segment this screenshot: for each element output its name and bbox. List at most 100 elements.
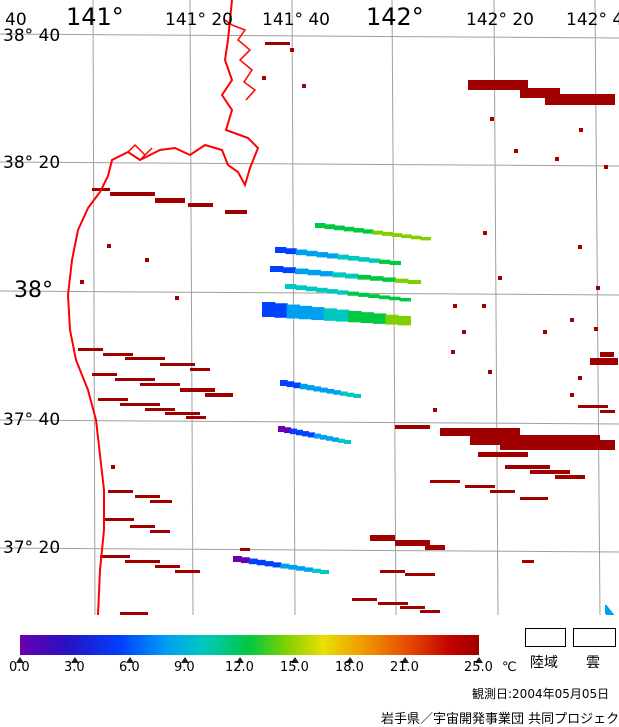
land-pixel-dot: [462, 330, 466, 334]
sst-streak-segment: [314, 433, 321, 439]
land-pixel-block: [165, 412, 200, 415]
sst-streak-segment: [300, 383, 308, 390]
sst-streak-segment: [316, 287, 328, 293]
sst-streak-segment: [274, 303, 288, 318]
land-pixel-block: [145, 408, 175, 411]
sst-streak-segment: [240, 557, 250, 564]
sst-streak-segment: [611, 612, 613, 615]
sst-streak-segment: [368, 294, 380, 299]
land-pixel-dot: [175, 296, 179, 300]
land-pixel-block: [135, 495, 160, 498]
sst-streak-segment: [323, 308, 337, 321]
sst-streak-segment: [295, 268, 309, 275]
colorbar-tick-label: 9.0: [174, 660, 195, 675]
land-pixel-dot: [498, 276, 502, 280]
sst-streak-segment: [295, 249, 308, 256]
land-pixel-block: [78, 348, 103, 351]
sst-streak-segment: [382, 277, 396, 282]
sst-streak-segment: [313, 386, 321, 392]
temperature-colorbar: [20, 635, 479, 655]
coastline: [66, 0, 260, 615]
colorbar-tick-label: 25.0: [464, 660, 493, 675]
land-pixel-block: [92, 373, 117, 376]
sst-streak-segment: [285, 248, 297, 255]
sst-streak-segment: [368, 258, 381, 263]
colorbar-tick-label: 3.0: [64, 660, 85, 675]
lon-label-141-20: 141° 20: [165, 10, 233, 30]
land-pixel-block: [420, 610, 440, 613]
land-pixel-block: [160, 363, 195, 366]
lat-label-38-20: 38° 20: [3, 153, 61, 173]
sst-streak-segment: [334, 225, 345, 231]
sst-streak-segment: [420, 237, 431, 241]
sst-streak-segment: [320, 434, 327, 440]
lon-label-142-40: 142° 4: [566, 10, 619, 30]
land-pixel-block: [378, 602, 408, 605]
colorbar-tick: [401, 657, 409, 663]
land-pixel-block: [104, 518, 134, 521]
cloud-legend-label: 雲: [586, 655, 600, 671]
lon-label-141-40: 141° 40: [262, 10, 330, 30]
parallel-line: [0, 33, 619, 39]
sst-streak-segment: [336, 309, 350, 322]
sst-streak-segment: [370, 276, 384, 281]
sst-streak-segment: [316, 252, 329, 258]
land-pixel-block: [150, 530, 170, 533]
parallel-line: [0, 419, 619, 425]
land-pixel-block: [500, 440, 615, 450]
land-pixel-block: [103, 353, 133, 356]
sst-streak-segment: [385, 314, 399, 325]
land-legend-swatch: [525, 628, 566, 647]
land-pixel-dot: [570, 393, 574, 397]
land-pixel-block: [405, 573, 435, 576]
land-pixel-dot: [302, 84, 306, 88]
colorbar-tick: [16, 657, 24, 663]
sst-streak-segment: [345, 273, 359, 279]
sst-streak-segment: [264, 561, 274, 567]
lat-label-38: 38°: [14, 278, 53, 303]
land-pixel-block: [115, 378, 155, 381]
lat-label-37-20: 37° 20: [3, 538, 61, 558]
land-pixel-block: [530, 470, 570, 474]
sst-streak-segment: [337, 290, 349, 295]
land-pixel-block: [520, 88, 560, 98]
land-pixel-block: [545, 94, 615, 105]
land-pixel-block: [395, 425, 430, 429]
land-pixel-dot: [433, 408, 437, 412]
land-pixel-dot: [594, 327, 598, 331]
land-pixel-dot: [543, 330, 547, 334]
land-pixel-dot: [579, 128, 583, 132]
meridian-line: [391, 0, 397, 615]
sst-streak-segment: [389, 261, 401, 265]
land-pixel-dot: [514, 149, 518, 153]
sst-streak-segment: [326, 436, 333, 441]
sst-streak-segment: [304, 567, 314, 572]
colorbar-tick-label: 21.0: [390, 660, 419, 675]
colorbar-tick: [346, 657, 354, 663]
land-pixel-block: [590, 358, 618, 365]
sst-streak-segment: [397, 316, 411, 326]
sst-streak-segment: [410, 235, 422, 240]
land-pixel-dot: [555, 157, 559, 161]
land-pixel-block: [478, 452, 528, 457]
sst-streak-segment: [288, 564, 298, 570]
sst-streak-segment: [290, 428, 297, 435]
colorbar-tick: [181, 657, 189, 663]
sst-streak-segment: [332, 437, 339, 442]
sst-streak-segment: [347, 255, 360, 261]
colorbar-tick: [475, 657, 483, 663]
sst-streak-segment: [357, 292, 370, 297]
sst-streak-segment: [248, 558, 258, 565]
land-pixel-dot: [290, 48, 294, 52]
sst-streak-segment: [326, 289, 339, 294]
land-pixel-block: [600, 410, 615, 413]
land-pixel-dot: [482, 304, 486, 308]
parallel-line: [0, 290, 619, 296]
sst-pixels: [78, 42, 618, 615]
credit-text: 岩手県／宇宙開発事業団 共同プロジェクト: [381, 712, 619, 727]
sst-streak-segment: [284, 427, 291, 434]
sst-streak-segment: [296, 566, 306, 571]
land-pixel-block: [225, 210, 247, 214]
sst-streak-segment: [348, 310, 362, 323]
sst-streak-segment: [315, 223, 326, 228]
